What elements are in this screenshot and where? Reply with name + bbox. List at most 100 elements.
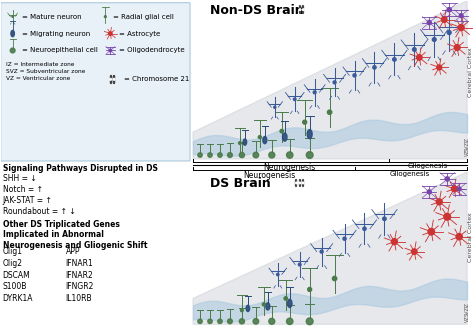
Circle shape xyxy=(306,152,313,158)
Text: DSCAM: DSCAM xyxy=(3,270,30,280)
Circle shape xyxy=(287,318,293,324)
Text: SVZ: SVZ xyxy=(465,306,470,316)
Ellipse shape xyxy=(246,305,250,312)
Ellipse shape xyxy=(307,129,312,139)
Ellipse shape xyxy=(283,133,287,141)
Circle shape xyxy=(218,153,222,157)
Text: = Astrocyte: = Astrocyte xyxy=(119,30,161,37)
Circle shape xyxy=(328,110,332,114)
Text: Neurogenesis: Neurogenesis xyxy=(264,163,316,172)
Text: IFNGR2: IFNGR2 xyxy=(65,283,94,291)
Circle shape xyxy=(458,25,464,30)
Circle shape xyxy=(457,187,461,191)
Text: IFNAR1: IFNAR1 xyxy=(65,259,93,267)
Circle shape xyxy=(454,44,460,50)
Circle shape xyxy=(262,303,265,306)
Circle shape xyxy=(445,177,449,181)
Circle shape xyxy=(113,78,115,80)
Circle shape xyxy=(240,309,243,312)
Text: SHH = ↓: SHH = ↓ xyxy=(3,174,36,183)
Text: Notch = ↑: Notch = ↑ xyxy=(3,185,43,194)
Circle shape xyxy=(373,66,376,69)
Circle shape xyxy=(287,152,293,158)
Text: = Oligodendrocyte: = Oligodendrocyte xyxy=(119,47,185,54)
Circle shape xyxy=(198,319,202,323)
Polygon shape xyxy=(193,172,467,324)
Circle shape xyxy=(383,217,386,220)
Circle shape xyxy=(12,16,13,17)
Circle shape xyxy=(228,153,232,157)
Text: DYRK1A: DYRK1A xyxy=(3,294,33,303)
Circle shape xyxy=(320,250,323,253)
Circle shape xyxy=(299,9,301,10)
Ellipse shape xyxy=(266,303,270,310)
Circle shape xyxy=(274,106,276,108)
Circle shape xyxy=(258,136,261,139)
Text: Gliogenesis: Gliogenesis xyxy=(389,171,429,177)
Circle shape xyxy=(104,16,106,18)
Text: = Chromosome 21: = Chromosome 21 xyxy=(124,77,190,82)
Circle shape xyxy=(109,49,112,52)
Circle shape xyxy=(411,249,417,254)
Circle shape xyxy=(284,297,287,300)
Text: SVZ: SVZ xyxy=(465,141,470,151)
Text: = Radial glial cell: = Radial glial cell xyxy=(113,14,174,20)
Text: = Neuroepithelial cell: = Neuroepithelial cell xyxy=(22,47,98,54)
Text: IZ: IZ xyxy=(465,302,470,307)
Text: S100B: S100B xyxy=(3,283,27,291)
Circle shape xyxy=(308,287,311,291)
Circle shape xyxy=(313,91,316,94)
Circle shape xyxy=(280,129,283,133)
Text: SVZ = Subventricular zone: SVZ = Subventricular zone xyxy=(6,69,85,74)
Circle shape xyxy=(218,319,222,323)
Circle shape xyxy=(10,48,15,53)
Text: = Mature neuron: = Mature neuron xyxy=(22,14,81,20)
Text: Olig1: Olig1 xyxy=(3,247,23,256)
Circle shape xyxy=(228,319,232,324)
Text: IZ: IZ xyxy=(465,137,470,142)
Circle shape xyxy=(253,152,259,158)
Ellipse shape xyxy=(288,300,292,307)
Circle shape xyxy=(447,31,451,35)
Circle shape xyxy=(302,9,304,10)
Ellipse shape xyxy=(263,136,267,144)
Circle shape xyxy=(353,74,356,77)
Text: VZ: VZ xyxy=(465,315,470,322)
Text: Olig2: Olig2 xyxy=(3,259,23,267)
Text: IFNAR2: IFNAR2 xyxy=(65,270,93,280)
Circle shape xyxy=(302,182,304,184)
Circle shape xyxy=(239,319,245,324)
Circle shape xyxy=(447,8,451,12)
Circle shape xyxy=(363,227,366,230)
Ellipse shape xyxy=(11,30,14,37)
Circle shape xyxy=(293,98,296,100)
Circle shape xyxy=(333,81,336,84)
Circle shape xyxy=(459,14,463,18)
Circle shape xyxy=(437,65,442,70)
Text: JAK-STAT = ↑: JAK-STAT = ↑ xyxy=(3,196,53,205)
Circle shape xyxy=(303,120,307,124)
Text: = Migrating neuron: = Migrating neuron xyxy=(22,30,90,37)
Circle shape xyxy=(428,229,435,235)
Circle shape xyxy=(427,21,431,25)
Text: DS Brain: DS Brain xyxy=(210,177,271,190)
Text: Cerebral Cortex: Cerebral Cortex xyxy=(468,212,473,262)
Circle shape xyxy=(253,318,259,324)
Text: APP: APP xyxy=(65,247,80,256)
Text: Neurogenesis: Neurogenesis xyxy=(244,171,296,180)
Circle shape xyxy=(392,239,397,245)
Circle shape xyxy=(432,38,436,42)
Ellipse shape xyxy=(243,139,246,145)
Circle shape xyxy=(299,182,301,184)
Circle shape xyxy=(298,263,301,266)
Circle shape xyxy=(392,58,396,61)
Text: Signaling Pathways Disrupted in DS: Signaling Pathways Disrupted in DS xyxy=(3,164,157,173)
Circle shape xyxy=(427,190,431,194)
Circle shape xyxy=(451,186,457,192)
Circle shape xyxy=(444,214,451,220)
Circle shape xyxy=(238,142,241,145)
Circle shape xyxy=(277,273,279,276)
Circle shape xyxy=(296,182,297,184)
Text: Gliogenesis: Gliogenesis xyxy=(407,163,447,169)
Circle shape xyxy=(441,17,447,22)
